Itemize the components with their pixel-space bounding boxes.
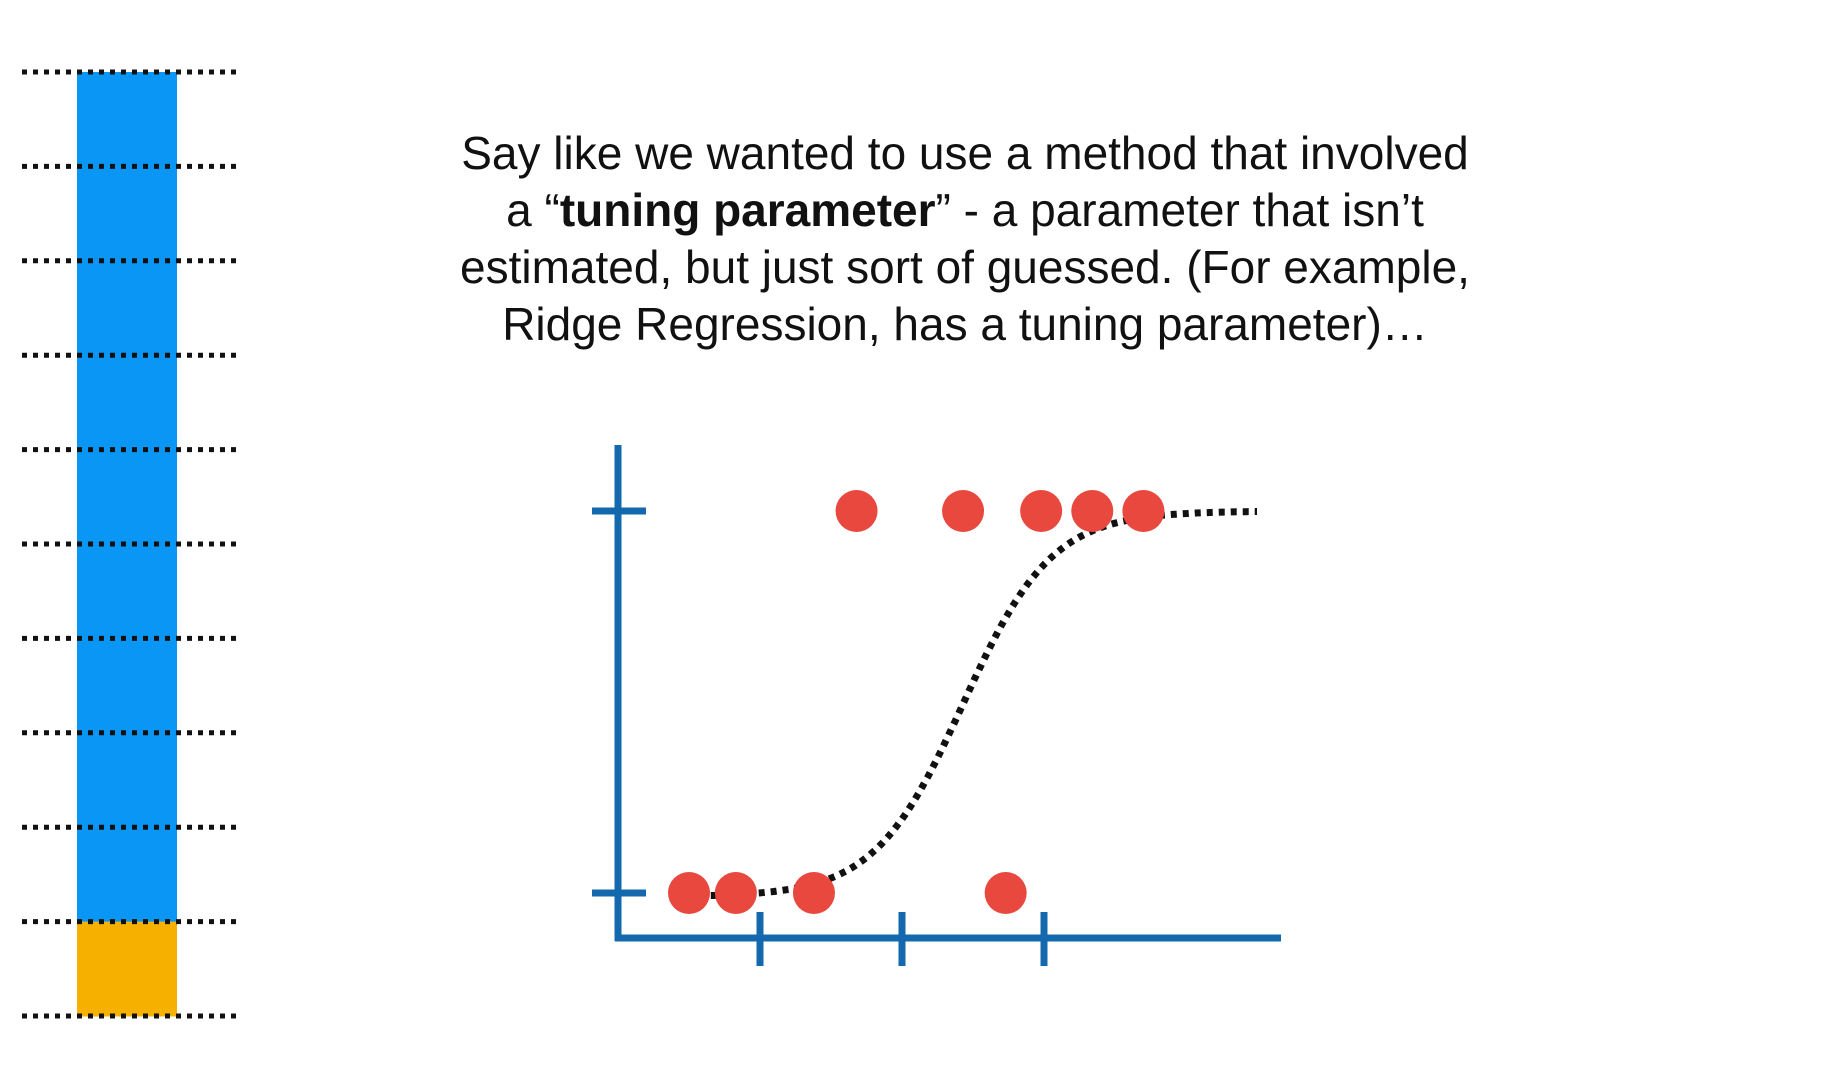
data-point <box>835 490 878 532</box>
caption-line-1: Say like we wanted to use a method that … <box>461 127 1469 179</box>
data-column <box>22 69 240 1019</box>
data-point <box>792 872 835 914</box>
tuning-parameter-term: tuning parameter <box>559 184 936 236</box>
chart-axes <box>592 445 1281 966</box>
testing-block <box>77 921 177 1017</box>
training-block <box>77 166 177 262</box>
data-point <box>714 872 757 914</box>
training-block <box>77 827 177 923</box>
training-block <box>77 260 177 356</box>
caption-line-3: estimated, but just sort of guessed. (Fo… <box>460 241 1470 293</box>
training-block <box>77 449 177 545</box>
data-point <box>942 490 985 532</box>
training-block <box>77 732 177 828</box>
training-block <box>77 638 177 734</box>
data-point <box>668 872 710 914</box>
chart-fit-curve-group <box>674 508 1257 900</box>
data-point <box>1020 490 1063 532</box>
data-point <box>1071 490 1114 532</box>
caption-line-4: Ridge Regression, has a tuning parameter… <box>502 298 1428 350</box>
training-block <box>77 355 177 451</box>
caption-line-2-pre: a “ <box>506 184 560 236</box>
caption-line-2: a “tuning parameter” - a parameter that … <box>400 182 1530 239</box>
data-point <box>1122 490 1165 532</box>
data-point <box>984 872 1027 914</box>
caption-line-2-post: ” - a parameter that isn’t <box>935 184 1424 236</box>
caption-text: Say like we wanted to use a method that … <box>400 125 1530 353</box>
training-block <box>77 72 177 167</box>
training-block <box>77 544 177 639</box>
logistic-fit-curve <box>674 508 1257 900</box>
chart-points <box>668 490 1165 914</box>
